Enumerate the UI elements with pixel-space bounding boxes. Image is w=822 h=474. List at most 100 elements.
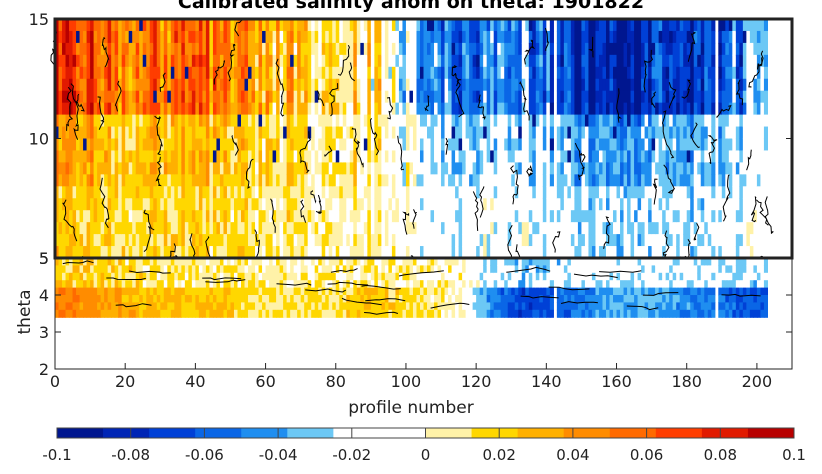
field-cell xyxy=(367,295,372,303)
field-cell xyxy=(725,210,730,223)
field-cell xyxy=(219,265,225,274)
field-cell xyxy=(181,210,186,223)
field-cell xyxy=(135,138,140,152)
field-cell xyxy=(746,126,751,140)
field-cell xyxy=(360,114,365,128)
field-cell xyxy=(595,102,600,116)
field-cell xyxy=(209,174,214,187)
field-cell xyxy=(223,102,228,116)
field-cell xyxy=(665,90,670,104)
field-cell xyxy=(514,42,519,56)
field-cell xyxy=(518,90,523,104)
field-cell xyxy=(535,222,540,235)
field-cell xyxy=(683,246,688,258)
field-cell xyxy=(535,138,540,152)
field-cell xyxy=(662,222,667,235)
field-cell xyxy=(335,102,340,116)
field-cell xyxy=(409,272,414,281)
field-cell xyxy=(427,150,432,163)
field-cell xyxy=(307,198,312,211)
field-cell xyxy=(135,150,140,163)
field-cell xyxy=(216,265,221,274)
field-cell xyxy=(230,222,235,235)
field-cell xyxy=(304,150,309,163)
field-cell xyxy=(125,19,130,32)
field-cell xyxy=(595,54,600,68)
field-cell xyxy=(216,222,221,235)
field-cell xyxy=(72,265,77,274)
field-cell xyxy=(472,126,477,140)
field-cell xyxy=(62,150,67,163)
field-cell xyxy=(349,114,354,128)
field-cell xyxy=(118,186,123,199)
field-cell xyxy=(405,114,411,128)
field-cell xyxy=(65,272,70,281)
field-cell xyxy=(672,234,677,247)
field-cell xyxy=(493,186,498,199)
field-cell xyxy=(511,150,516,163)
field-cell xyxy=(209,42,214,56)
field-cell xyxy=(177,186,182,199)
field-cell xyxy=(142,78,147,92)
field-cell xyxy=(598,246,604,258)
field-cell xyxy=(665,66,670,80)
field-cell xyxy=(444,246,449,258)
field-cell xyxy=(258,265,263,274)
field-cell xyxy=(377,280,382,289)
field-cell xyxy=(93,42,98,56)
field-cell xyxy=(58,210,63,223)
field-cell xyxy=(272,78,277,92)
field-cell xyxy=(672,66,677,80)
field-cell xyxy=(325,78,330,92)
field-cell xyxy=(437,198,442,211)
field-cell xyxy=(651,30,656,44)
field-cell xyxy=(760,126,765,140)
field-cell xyxy=(202,90,207,104)
field-cell xyxy=(753,186,758,199)
field-cell xyxy=(160,309,165,318)
field-cell xyxy=(602,246,607,258)
field-cell xyxy=(195,66,200,80)
field-cell xyxy=(458,309,463,318)
field-cell xyxy=(648,138,653,152)
field-cell xyxy=(69,258,74,266)
field-cell xyxy=(325,272,330,281)
field-cell xyxy=(314,90,319,104)
field-cell xyxy=(205,66,211,80)
field-cell xyxy=(591,126,597,140)
field-cell xyxy=(398,246,404,258)
field-cell xyxy=(135,222,140,235)
field-cell xyxy=(472,90,477,104)
field-cell xyxy=(160,102,165,116)
field-cell xyxy=(363,198,368,211)
field-cell xyxy=(300,246,305,258)
field-cell xyxy=(262,295,267,303)
field-cell xyxy=(300,102,305,116)
field-cell xyxy=(381,162,386,175)
field-cell xyxy=(423,234,428,247)
field-cell xyxy=(93,66,98,80)
field-cell xyxy=(363,54,368,68)
field-cell xyxy=(269,234,274,247)
field-cell xyxy=(427,54,432,68)
field-cell xyxy=(72,234,77,247)
field-cell xyxy=(690,198,695,211)
field-cell xyxy=(83,280,88,289)
field-cell xyxy=(409,90,414,104)
field-cell xyxy=(318,280,323,289)
field-cell xyxy=(451,54,456,68)
field-cell xyxy=(170,302,175,311)
field-cell xyxy=(763,162,768,175)
field-cell xyxy=(146,78,151,92)
field-cell xyxy=(384,66,390,80)
field-cell xyxy=(276,174,281,187)
field-cell xyxy=(683,150,688,163)
field-cell xyxy=(83,198,88,211)
field-cell xyxy=(630,30,635,44)
field-cell xyxy=(149,102,154,116)
field-cell xyxy=(658,54,663,68)
field-cell xyxy=(93,102,98,116)
field-cell xyxy=(265,174,270,187)
field-cell xyxy=(556,162,561,175)
field-cell xyxy=(405,295,411,303)
